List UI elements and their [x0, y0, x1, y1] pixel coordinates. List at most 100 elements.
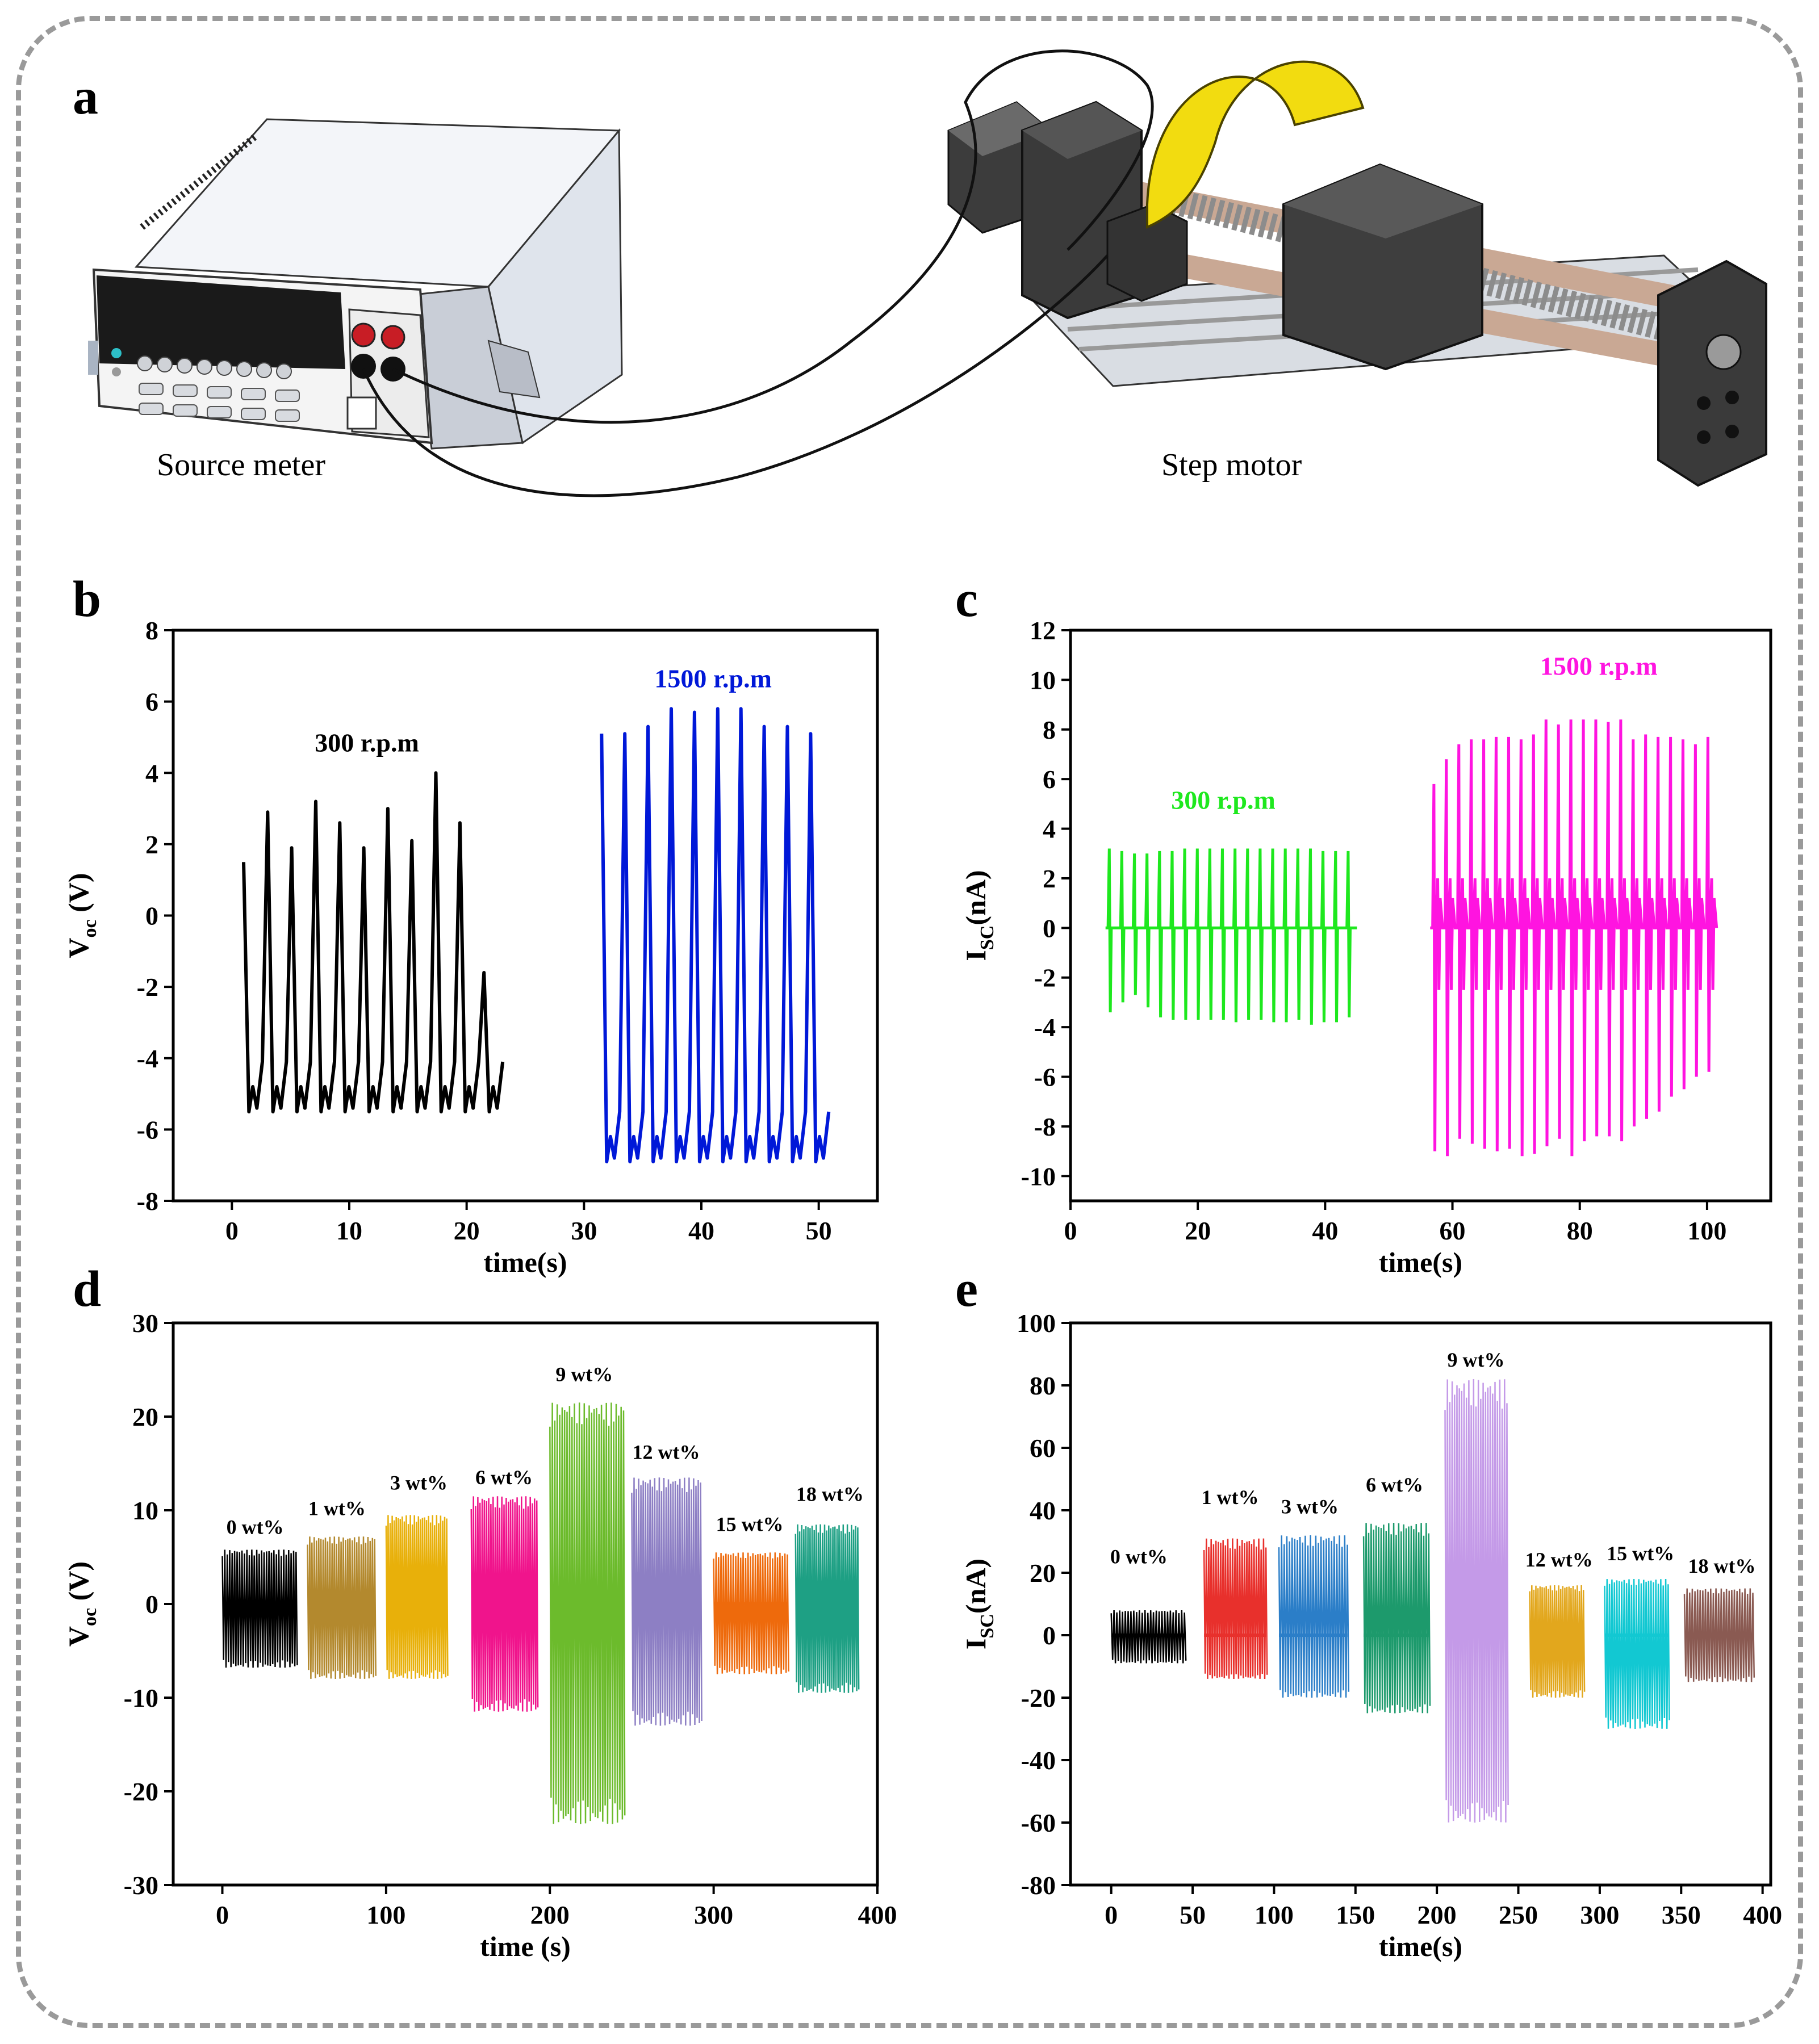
- x-tick-label: 0: [1064, 1216, 1077, 1245]
- dashed-frame: [16, 16, 1803, 2028]
- panel-c-label: c: [955, 571, 978, 627]
- series-line: [713, 1552, 789, 1674]
- x-tick-label: 300: [694, 1900, 733, 1929]
- y-label-main: I: [960, 1639, 992, 1649]
- y-tick-label: 0: [145, 902, 158, 931]
- x-tick-label: 40: [688, 1216, 714, 1245]
- x-tick-label: 30: [571, 1216, 597, 1245]
- y-tick-label: 80: [1030, 1371, 1056, 1400]
- y-tick-label: -40: [1021, 1746, 1056, 1775]
- chart-e-isc-wt: 0 50 100 150 200 250 300 350 400 -80 -60 -40 -20 0 20 4…: [960, 1309, 1782, 1962]
- step-motor-caption: Step motor: [1161, 447, 1302, 483]
- y-tick-label: -8: [1034, 1112, 1056, 1141]
- y-tick-label: -8: [137, 1187, 158, 1216]
- y-tick-label: -2: [137, 973, 158, 1002]
- annotation-label: 18 wt%: [796, 1483, 864, 1506]
- annotation-label: 300 r.p.m: [315, 728, 419, 757]
- y-tick-label: -6: [1034, 1063, 1056, 1092]
- series-line: [1278, 1535, 1350, 1698]
- y-tick-label: 0: [1043, 1621, 1056, 1650]
- y-tick-label: -10: [1021, 1162, 1056, 1191]
- y-label-main: V: [62, 1626, 94, 1647]
- y-tick-label: 20: [132, 1402, 158, 1431]
- annotation-label: 18 wt%: [1688, 1555, 1755, 1577]
- y-tick-label: -4: [137, 1044, 158, 1073]
- panel-b-label: b: [73, 571, 101, 627]
- x-tick-label: 10: [336, 1216, 362, 1245]
- y-tick-label: 0: [145, 1590, 158, 1619]
- x-tick-label: 150: [1336, 1900, 1375, 1929]
- y-tick-label: 60: [1030, 1434, 1056, 1463]
- x-tick-label: 200: [1417, 1900, 1457, 1929]
- step-motor-illustration: [947, 60, 1767, 487]
- chart-c-isc-rpm: 0 20 40 60 80 100 -10 -8 -6 -4 -2 0 2 4 6 8 10 12 time(s) I…: [960, 616, 1772, 1278]
- y-tick-label: 6: [1043, 765, 1056, 794]
- y-tick-label: 10: [132, 1496, 158, 1525]
- y-tick-label: 0: [1043, 914, 1056, 943]
- annotation-label: 300 r.p.m: [1171, 786, 1276, 815]
- y-tick-label: 8: [1043, 715, 1056, 744]
- x-tick-label: 50: [1180, 1900, 1206, 1929]
- series-line: [307, 1536, 377, 1679]
- x-tick-label: 100: [1255, 1900, 1294, 1929]
- x-axis-label: time(s): [483, 1246, 567, 1278]
- series-line: [385, 1515, 449, 1679]
- y-tick-label: -2: [1034, 964, 1056, 992]
- x-axis-label: time(s): [1379, 1246, 1462, 1278]
- y-tick-label: 2: [145, 830, 158, 859]
- plot-frame: [1069, 629, 1772, 1203]
- series-line: [1444, 1379, 1509, 1823]
- y-tick-label: -20: [124, 1777, 158, 1806]
- annotation-label: 15 wt%: [1607, 1542, 1674, 1565]
- y-tick-label: 4: [145, 759, 158, 788]
- x-tick-label: 100: [1687, 1216, 1726, 1245]
- annotation-label: 3 wt%: [1281, 1496, 1339, 1518]
- x-axis-label: time(s): [1379, 1930, 1462, 1962]
- x-tick-label: 0: [216, 1900, 229, 1929]
- x-tick-label: 300: [1580, 1900, 1619, 1929]
- y-tick-label: -20: [1021, 1683, 1056, 1712]
- panel-a-label: a: [73, 69, 98, 125]
- y-tick-label: 2: [1043, 864, 1056, 893]
- series-line: [631, 1477, 702, 1726]
- x-tick-label: 400: [858, 1900, 897, 1929]
- series-line: [1105, 848, 1357, 1025]
- x-tick-label: 40: [1312, 1216, 1338, 1245]
- connection-wires: [362, 49, 1154, 497]
- plot-frame: [1069, 1321, 1772, 1887]
- y-tick-label: 40: [1030, 1496, 1056, 1525]
- y-tick-label: 8: [145, 616, 158, 645]
- x-tick-label: 0: [1105, 1900, 1118, 1929]
- y-tick-label: 100: [1017, 1309, 1056, 1338]
- y-label-unit: (nA): [960, 870, 992, 925]
- x-tick-label: 200: [530, 1900, 570, 1929]
- y-tick-label: -4: [1034, 1013, 1056, 1042]
- y-tick-label: 30: [132, 1309, 158, 1338]
- annotation-label: 0 wt%: [227, 1515, 284, 1538]
- series-line: [1529, 1585, 1586, 1698]
- annotation-label: 12 wt%: [633, 1440, 700, 1463]
- annotation-label: 3 wt%: [390, 1472, 448, 1494]
- y-label-main: V: [62, 937, 94, 958]
- y-axis-label: ISC(nA): [960, 870, 998, 961]
- x-axis-label: time (s): [480, 1930, 571, 1962]
- annotation-label: 1 wt%: [308, 1497, 366, 1519]
- y-tick-label: 10: [1030, 665, 1056, 694]
- x-tick-label: 400: [1743, 1900, 1782, 1929]
- x-tick-label: 250: [1499, 1900, 1538, 1929]
- series-line: [1203, 1538, 1268, 1679]
- y-tick-label: 12: [1030, 616, 1056, 645]
- y-label-sub: oc: [80, 919, 101, 937]
- y-tick-label: -10: [124, 1683, 158, 1712]
- x-tick-label: 20: [454, 1216, 480, 1245]
- y-label-sub: SC: [977, 1614, 998, 1638]
- y-label-sub: oc: [80, 1608, 101, 1626]
- source-meter-illustration: [88, 118, 623, 450]
- y-tick-label: -6: [137, 1115, 158, 1144]
- annotation-label: 6 wt%: [1366, 1473, 1423, 1496]
- series-line: [242, 771, 505, 1113]
- chart-b-voc-rpm: 0 10 20 30 40 50 -8 -6 -4 -2 0 2 4 6 8 time(s) Voc (V) 30…: [62, 616, 879, 1278]
- x-tick-label: 80: [1567, 1216, 1593, 1245]
- annotation-label: 12 wt%: [1525, 1548, 1593, 1571]
